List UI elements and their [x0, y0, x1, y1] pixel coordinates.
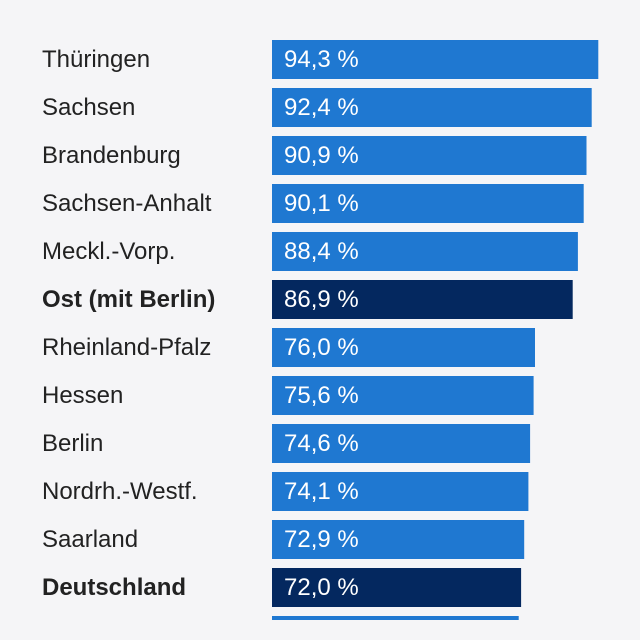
category-label: Nordrh.-Westf. — [42, 478, 198, 505]
value-label: 75,6 % — [284, 382, 359, 409]
bar-row: Hessen 75,6 % — [42, 376, 534, 415]
bar — [272, 520, 525, 559]
category-label: Rheinland-Pfalz — [42, 334, 211, 361]
value-label: 90,9 % — [284, 142, 359, 169]
bar-row: Rheinland-Pfalz 76,0 % — [42, 328, 535, 367]
category-label: Thüringen — [42, 46, 150, 73]
category-label: Sachsen — [42, 94, 135, 121]
bar-row: Thüringen 94,3 % — [42, 40, 599, 79]
value-label: 74,1 % — [284, 478, 359, 505]
bar — [272, 184, 584, 223]
value-label: 90,1 % — [284, 190, 359, 217]
value-label: 74,6 % — [284, 430, 359, 457]
bar-row: Meckl.-Vorp. 88,4 % — [42, 232, 578, 271]
category-label: Brandenburg — [42, 142, 181, 169]
bar-row: Brandenburg 90,9 % — [42, 136, 587, 175]
bar — [272, 232, 578, 271]
bar-row: Berlin 74,6 % — [42, 424, 531, 463]
bar-row: Ost (mit Berlin) 86,9 % — [42, 280, 573, 319]
bar — [272, 472, 529, 511]
value-label: 88,4 % — [284, 238, 359, 265]
category-label: Sachsen-Anhalt — [42, 190, 212, 217]
category-label: Ost (mit Berlin) — [42, 286, 215, 313]
bar — [272, 88, 592, 127]
value-label: 86,9 % — [284, 286, 359, 313]
bar-row: Sachsen-Anhalt 90,1 % — [42, 184, 584, 223]
bar-row: Saarland 72,9 % — [42, 520, 525, 559]
category-label: Deutschland — [42, 574, 186, 601]
bar — [272, 376, 534, 415]
bar-row: Sachsen 92,4 % — [42, 88, 592, 127]
bar-row: Nordrh.-Westf. 74,1 % — [42, 472, 529, 511]
bar-row: Deutschland 72,0 % — [42, 568, 522, 607]
value-label: 92,4 % — [284, 94, 359, 121]
value-label: 94,3 % — [284, 46, 359, 73]
bar — [272, 136, 587, 175]
bar — [272, 568, 522, 607]
category-label: Hessen — [42, 382, 123, 409]
bar — [272, 424, 531, 463]
value-label: 72,0 % — [284, 574, 359, 601]
value-label: 72,9 % — [284, 526, 359, 553]
bar — [272, 40, 599, 79]
bar — [272, 280, 573, 319]
category-label: Meckl.-Vorp. — [42, 238, 175, 265]
category-label: Berlin — [42, 430, 103, 457]
category-label: Saarland — [42, 526, 138, 553]
bar-partial — [272, 616, 519, 620]
bar — [272, 328, 535, 367]
value-label: 76,0 % — [284, 334, 359, 361]
